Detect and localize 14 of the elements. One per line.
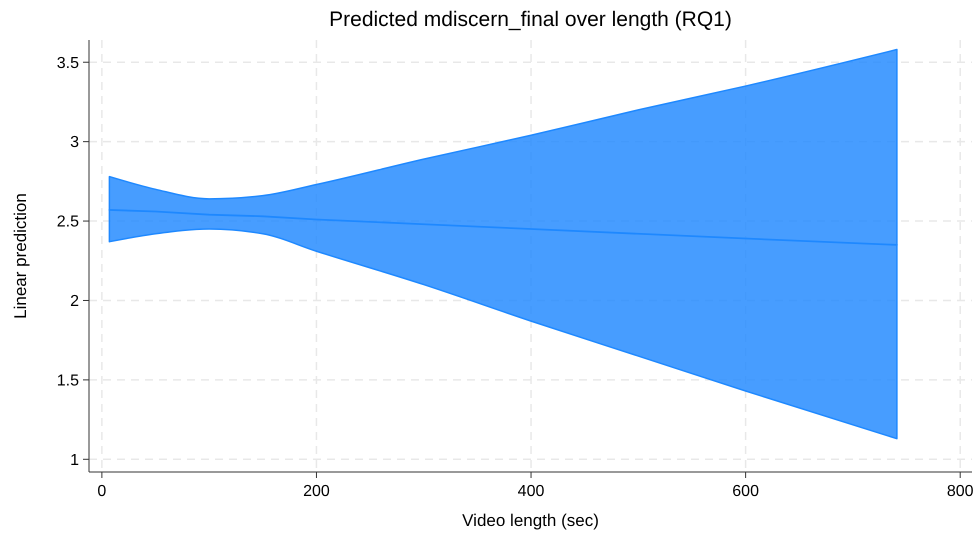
x-tick-label: 800 <box>946 483 974 500</box>
chart-title: Predicted mdiscern_final over length (RQ1) <box>329 8 732 31</box>
x-tick-label: 200 <box>303 483 330 500</box>
y-tick-label: 3.5 <box>56 54 80 72</box>
y-tick-label: 1.5 <box>56 372 80 390</box>
x-tick-label: 600 <box>732 483 760 500</box>
x-tick-label: 400 <box>518 483 544 500</box>
y-tick-label: 2 <box>70 293 80 310</box>
x-axis-title: Video length (sec) <box>462 511 599 530</box>
y-tick-label: 3 <box>70 134 80 152</box>
x-tick-label: 0 <box>97 483 106 500</box>
y-axis-title: Linear prediction <box>11 193 30 319</box>
y-tick-label: 2.5 <box>56 214 80 231</box>
y-tick-label: 1 <box>70 452 80 469</box>
